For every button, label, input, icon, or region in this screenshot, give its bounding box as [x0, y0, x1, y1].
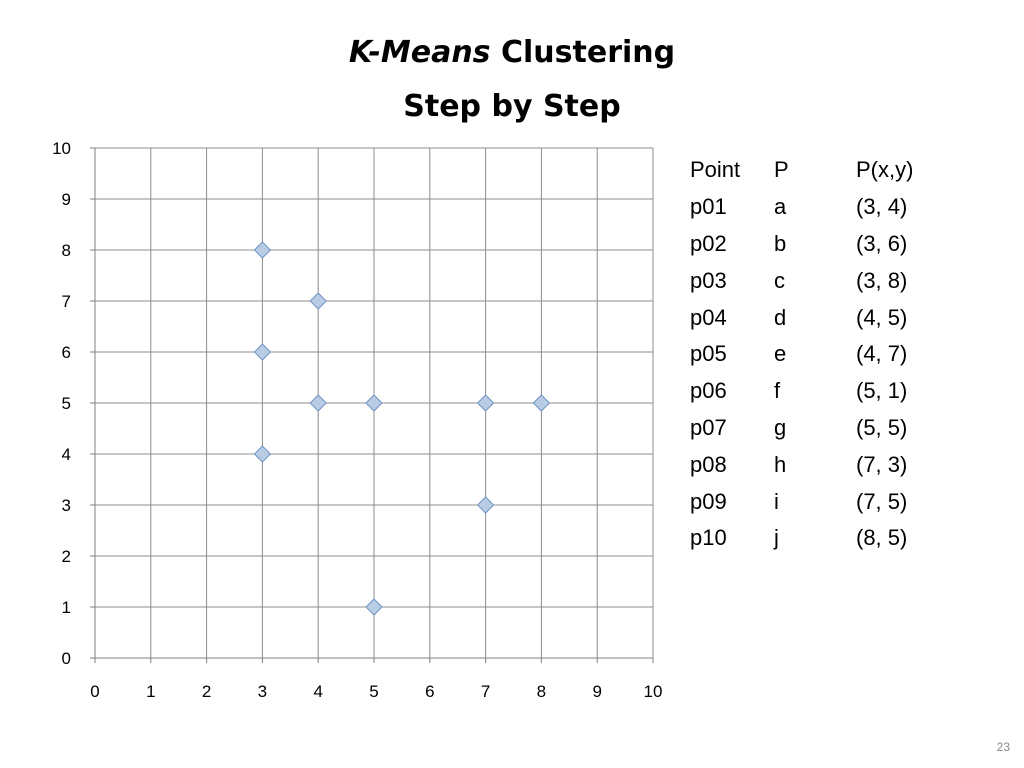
data-point-marker [309, 292, 327, 310]
cell-point: p04 [690, 304, 727, 330]
cell-coords: (5, 5) [856, 414, 908, 440]
cell-label: b [774, 230, 787, 256]
cell-point: p08 [690, 451, 727, 477]
data-point-marker [253, 445, 272, 463]
x-tick-label: 5 [369, 682, 378, 701]
table-row: p08 h (7, 3) [684, 446, 919, 483]
table-row: p04 d (4, 5) [684, 299, 919, 336]
x-tick-label: 8 [537, 682, 546, 701]
cell-label: h [774, 451, 787, 477]
y-tick-label: 4 [62, 445, 71, 464]
x-tick-label: 4 [313, 682, 322, 701]
cell-label: a [774, 194, 787, 220]
table-row: p01 a (3, 4) [684, 189, 919, 226]
data-point-marker [476, 496, 495, 514]
header-point: Point [690, 157, 741, 183]
data-point-marker [365, 598, 383, 616]
cell-coords: (7, 5) [856, 488, 908, 514]
table-row: p02 b (3, 6) [684, 226, 919, 263]
cell-point: p10 [690, 525, 727, 551]
title-line: K-Means Clustering [0, 26, 1024, 80]
x-tick-label: 1 [146, 682, 155, 701]
cell-point: p05 [690, 341, 727, 367]
slide-number: 23 [996, 740, 1010, 754]
data-point-marker [253, 343, 272, 361]
y-tick-label: 6 [62, 343, 71, 362]
points-table: Point P P(x,y) p01 a (3, 4) p02 b (3, 6)… [684, 152, 919, 557]
data-point-marker [253, 241, 272, 259]
table-row: p05 e (4, 7) [684, 336, 919, 373]
cell-coords: (3, 8) [856, 267, 908, 293]
header-p: P [774, 157, 789, 183]
cell-label: f [774, 378, 781, 404]
cell-point: p09 [690, 488, 727, 514]
y-tick-label: 9 [62, 190, 71, 209]
data-point-marker [309, 394, 327, 412]
slide-title: K-Means Clustering Step by Step [0, 26, 1024, 134]
y-tick-label: 7 [62, 292, 71, 311]
cell-coords: (8, 5) [856, 525, 908, 551]
title-italic: K-Means [348, 35, 491, 70]
cell-coords: (4, 5) [856, 304, 908, 330]
x-tick-label: 6 [425, 682, 434, 701]
title-rest: Clustering [490, 35, 676, 70]
cell-point: p06 [690, 378, 727, 404]
table-row: p07 g (5, 5) [684, 410, 919, 447]
table-row: p10 j (8, 5) [684, 520, 919, 557]
y-tick-label: 2 [62, 547, 71, 566]
table-header-row: Point P P(x,y) [684, 152, 919, 189]
cell-label: d [774, 304, 787, 330]
header-pxy: P(x,y) [856, 157, 914, 183]
x-tick-label: 7 [481, 682, 490, 701]
table-row: p09 i (7, 5) [684, 483, 919, 520]
x-tick-label: 10 [644, 682, 663, 701]
cell-coords: (3, 6) [856, 230, 908, 256]
cell-coords: (5, 1) [856, 378, 908, 404]
y-tick-label: 1 [62, 598, 71, 617]
y-tick-label: 10 [52, 139, 71, 158]
x-tick-label: 9 [592, 682, 601, 701]
x-tick-label: 3 [258, 682, 267, 701]
cell-coords: (7, 3) [856, 451, 908, 477]
y-tick-label: 5 [62, 394, 71, 413]
x-tick-label: 2 [202, 682, 211, 701]
cell-point: p07 [690, 414, 727, 440]
y-tick-label: 3 [62, 496, 71, 515]
cell-point: p02 [690, 230, 727, 256]
cell-label: j [774, 525, 779, 551]
cell-point: p03 [690, 267, 727, 293]
cell-label: c [774, 267, 785, 293]
cell-point: p01 [690, 194, 727, 220]
cell-label: g [774, 414, 787, 440]
x-tick-label: 0 [90, 682, 99, 701]
cell-label: i [774, 488, 779, 514]
data-point-marker [365, 394, 383, 412]
table-row: p03 c (3, 8) [684, 262, 919, 299]
data-point-marker [476, 394, 495, 412]
cell-coords: (4, 7) [856, 341, 908, 367]
data-point-marker [532, 394, 551, 412]
subtitle: Step by Step [403, 89, 621, 124]
table-row: p06 f (5, 1) [684, 373, 919, 410]
y-tick-label: 0 [62, 649, 71, 668]
y-tick-label: 8 [62, 241, 71, 260]
cell-label: e [774, 341, 787, 367]
cell-coords: (3, 4) [856, 194, 908, 220]
